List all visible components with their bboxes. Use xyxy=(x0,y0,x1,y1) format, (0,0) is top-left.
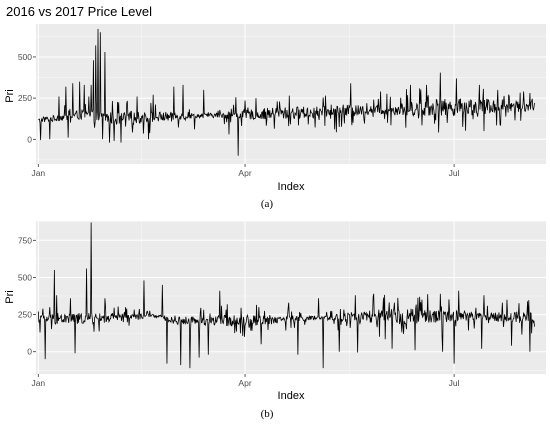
chart-a-y-axis-title: Pri xyxy=(4,89,16,102)
chart-b-x-axis: Jan Apr Jul xyxy=(31,374,460,388)
chart-b-gridlines xyxy=(36,221,546,374)
caption-b: (b) xyxy=(261,408,274,420)
chart-a-x-axis-title: Index xyxy=(278,181,305,193)
x-tick-label: Jan xyxy=(31,378,45,388)
x-tick-label: Apr xyxy=(238,378,251,388)
chart-a: 0 250 500 Jan Apr Jul Index Pri xyxy=(4,24,546,193)
y-tick-label: 0 xyxy=(27,347,32,357)
figure-title: 2016 vs 2017 Price Level xyxy=(6,4,152,19)
chart-b-plot-background xyxy=(36,221,546,374)
chart-a-y-axis: 0 250 500 xyxy=(18,52,36,144)
series-line xyxy=(37,222,535,369)
y-tick-label: 250 xyxy=(18,93,32,103)
series-line xyxy=(38,28,535,156)
x-tick-label: Jul xyxy=(449,378,460,388)
chart-b-y-axis: 0 250 500 750 xyxy=(18,235,36,357)
y-tick-label: 250 xyxy=(18,310,32,320)
caption-a: (a) xyxy=(261,198,274,210)
chart-b: 0 250 500 750 Jan Apr Jul Index Pri xyxy=(4,221,546,402)
chart-b-x-axis-title: Index xyxy=(278,390,305,402)
chart-b-y-axis-title: Pri xyxy=(4,290,16,303)
y-tick-label: 750 xyxy=(18,235,32,245)
y-tick-label: 0 xyxy=(27,134,32,144)
chart-b-series xyxy=(37,222,535,369)
chart-a-x-axis: Jan Apr Jul xyxy=(31,164,460,178)
x-tick-label: Apr xyxy=(238,168,251,178)
y-tick-label: 500 xyxy=(18,52,32,62)
chart-a-plot-background xyxy=(36,24,546,164)
y-tick-label: 500 xyxy=(18,272,32,282)
chart-a-series xyxy=(38,28,535,156)
x-tick-label: Jan xyxy=(31,168,45,178)
x-tick-label: Jul xyxy=(449,168,460,178)
